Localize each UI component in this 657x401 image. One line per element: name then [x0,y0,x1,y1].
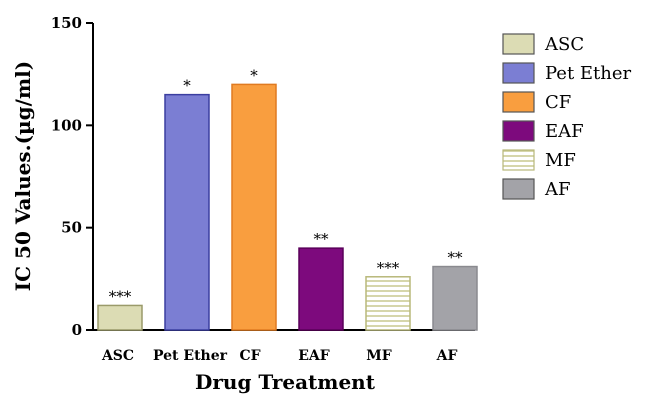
x-tick-label: ASC [101,348,134,364]
legend-swatch [502,178,535,200]
legend-swatch [502,120,535,142]
significance-label: *** [109,287,132,305]
x-tick-label: EAF [298,348,330,364]
x-axis-title: Drug Treatment [195,370,376,394]
bar-mf [365,276,411,331]
significance-label: *** [377,259,400,277]
y-tick-label: 50 [61,219,82,237]
bar-cf [231,83,277,331]
bar-af [432,265,478,331]
significance-label: ** [314,230,330,248]
bar-asc [97,304,143,331]
legend-label: Pet Ether [545,63,632,84]
x-tick-label: AF [436,348,458,364]
legend-swatch [502,149,535,171]
significance-label: ** [448,249,464,267]
legend-swatch [502,91,535,113]
legend-label: ASC [544,34,584,55]
bars: ************ [97,66,478,331]
x-tick-label: MF [366,348,391,364]
y-axis-title: IC 50 Values.(µg/ml) [11,61,35,291]
legend-label: AF [544,179,571,200]
bar-pet-ether [164,93,210,331]
legend: ASC Pet Ether CF EAF MF AF [502,33,632,200]
legend-label: CF [545,92,571,113]
y-tick-label: 0 [72,321,82,339]
legend-swatch [502,33,535,55]
legend-label: MF [545,150,576,171]
bar-eaf [298,247,344,331]
x-tick-label: CF [239,348,260,364]
legend-label: EAF [545,121,584,142]
significance-label: * [183,77,191,95]
y-tick-label: 150 [51,14,82,32]
significance-label: * [250,66,258,84]
axes: 0 50 100 150 IC 50 Values.(µg/ml) Drug Treatm… [11,14,475,394]
y-tick-label: 100 [51,116,82,134]
x-tick-label: Pet Ether [153,348,228,364]
legend-swatch [502,62,535,84]
